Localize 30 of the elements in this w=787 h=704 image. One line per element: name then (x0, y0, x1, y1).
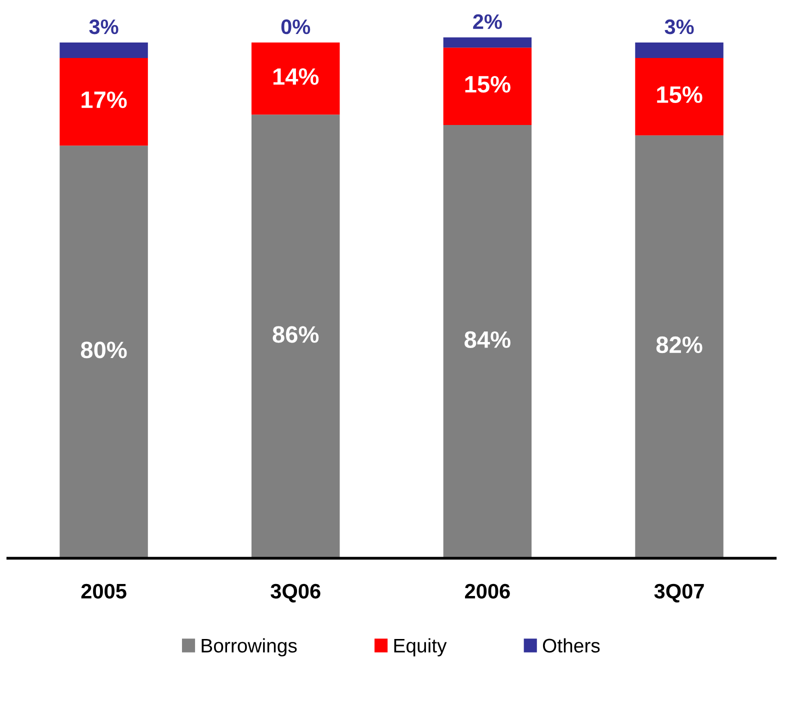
data-label: 84% (464, 331, 510, 348)
legend-label: Others (542, 638, 600, 653)
x-tick-label: 3Q06 (270, 584, 320, 602)
bar (635, 58, 724, 136)
bar (635, 135, 724, 558)
bar (635, 42, 724, 58)
bar (60, 146, 148, 558)
bar (443, 37, 532, 48)
data-label: 15% (657, 86, 702, 103)
data-label: 86% (272, 326, 319, 343)
bar (251, 114, 340, 558)
x-tick-label: 3Q07 (654, 584, 704, 602)
data-label: 80% (80, 342, 127, 358)
bar (60, 58, 148, 146)
data-label: 3% (89, 19, 118, 34)
bar (443, 48, 532, 125)
data-label: 14% (273, 68, 319, 85)
data-label: 82% (656, 336, 702, 354)
bar (60, 42, 148, 58)
data-label: 2% (473, 14, 502, 29)
data-label: 17% (82, 91, 127, 108)
x-tick-label: 2005 (81, 584, 126, 599)
data-label: 15% (465, 76, 510, 93)
data-label: 0% (281, 19, 310, 34)
legend-label: Borrowings (202, 638, 297, 656)
x-tick-label: 2006 (465, 584, 510, 599)
bar (251, 42, 340, 115)
data-label: 3% (664, 19, 694, 34)
legend-label: Equity (394, 638, 447, 656)
bar (443, 125, 532, 558)
